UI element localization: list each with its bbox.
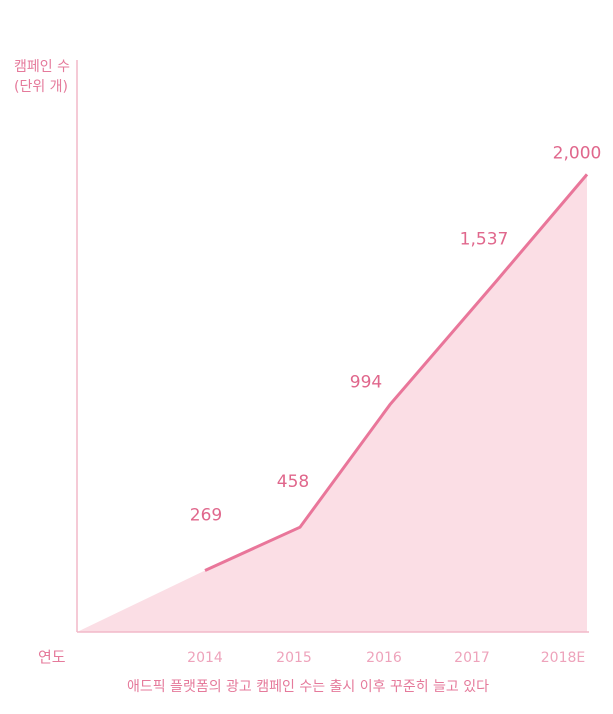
area-fill (77, 174, 587, 632)
y-axis-label-line-2: (단위 개) (14, 79, 68, 95)
x-tick-label: 2014 (187, 650, 223, 666)
y-axis-label-line-1: 캠페인 수 (14, 59, 70, 75)
x-tick-labels: 2014 2015 2016 2017 2018E (187, 650, 585, 666)
x-axis-label: 연도 (38, 648, 66, 666)
series-line (204, 173, 589, 572)
data-label: 2,000 (553, 143, 602, 163)
data-labels: 269 458 994 1,537 2,000 (190, 143, 602, 525)
data-label: 1,537 (460, 229, 509, 249)
data-label: 994 (350, 373, 382, 393)
x-tick-label: 2016 (366, 650, 402, 666)
data-label: 458 (277, 472, 309, 492)
chart-caption: 애드픽 플랫폼의 광고 캠페인 수는 출시 이후 꾸준히 늘고 있다 (127, 679, 489, 695)
data-label: 269 (190, 505, 222, 525)
x-tick-label: 2017 (454, 650, 490, 666)
x-tick-label: 2018E (541, 650, 585, 666)
x-tick-label: 2015 (276, 650, 312, 666)
